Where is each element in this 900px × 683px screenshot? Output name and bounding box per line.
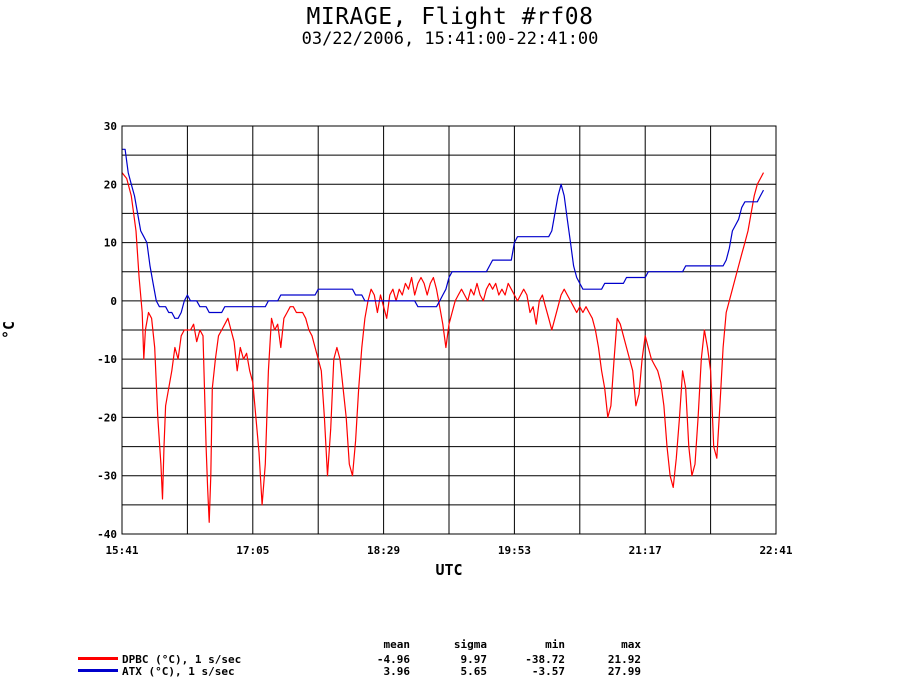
y-axis-label: °C [0,321,18,339]
chart-subtitle: 03/22/2006, 15:41:00-22:41:00 [301,29,599,49]
y-tick-label: 0 [110,295,117,308]
stats-header-min: min [545,638,565,651]
stat-atx-max: 27.99 [607,665,641,678]
x-tick-label: 18:29 [367,544,400,557]
stat-atx-min: -3.57 [531,665,565,678]
chart-plot: 30 20 10 0 -10 -20 -30 -40 15:41 17:05 18:29 19:53 2… [0,120,793,579]
chart-title: MIRAGE, Flight #rf08 [306,4,594,30]
x-tick-label: 17:05 [236,544,269,557]
stat-dpbc-mean: -4.96 [376,653,410,666]
stat-atx-mean: 3.96 [383,665,411,678]
y-tick-label: 10 [104,237,117,250]
legend-label-atx: ATX (°C), 1 s/sec [122,665,235,678]
stats-header-sigma: sigma [453,638,487,651]
stats-header-max: max [621,638,641,651]
y-tick-label: -20 [97,411,117,424]
tick-layer: 30 20 10 0 -10 -20 -30 -40 15:41 17:05 18:29 19:53 2… [97,120,793,557]
x-tick-label: 19:53 [498,544,531,557]
x-axis-label: UTC [435,561,462,579]
legend-swatch-atx [78,669,118,672]
y-tick-label: 20 [104,178,117,191]
plot-frame [121,125,777,535]
series-line-dpbc [121,172,765,523]
stat-dpbc-sigma: 9.97 [460,653,488,666]
grid-layer [122,126,776,534]
y-tick-label: 30 [104,120,117,133]
stat-dpbc-max: 21.92 [607,653,641,666]
series-line-atx [122,148,765,319]
x-tick-label: 22:41 [759,544,792,557]
stats-header-mean: mean [383,638,411,651]
series-layer [121,148,765,523]
x-tick-label: 21:17 [629,544,662,557]
stat-dpbc-min: -38.72 [525,653,565,666]
y-tick-label: -10 [97,353,117,366]
x-tick-label: 15:41 [105,544,138,557]
legend-swatch-dpbc [78,657,118,660]
y-tick-label: -30 [97,470,117,483]
legend-label-dpbc: DPBC (°C), 1 s/sec [122,653,242,666]
y-tick-label: -40 [97,528,117,541]
stat-atx-sigma: 5.65 [460,665,488,678]
stats-legend: mean sigma min max DPBC (°C), 1 s/sec -4… [0,638,900,683]
